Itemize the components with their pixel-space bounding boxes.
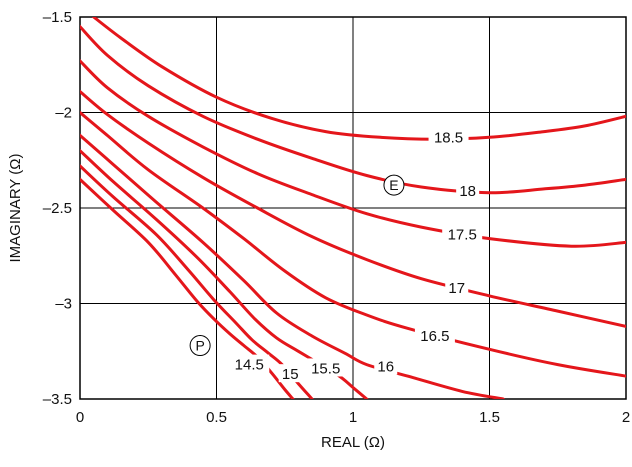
contour-label-bg-15.5 <box>305 358 346 377</box>
y-tick-label: –2.5 <box>43 200 72 217</box>
plot-frame <box>79 16 627 400</box>
contour-label-15: 15 <box>282 366 299 383</box>
contour-label-14.5: 14.5 <box>235 357 264 374</box>
contour-label-bg-18.5 <box>428 127 469 146</box>
contour-label-18.5: 18.5 <box>434 129 463 146</box>
marker-p-label: P <box>195 338 204 354</box>
contour-line-17.5 <box>80 59 626 248</box>
contour-label-bg-16 <box>374 356 398 375</box>
contour-line-15 <box>80 164 314 399</box>
y-tick-label: –3 <box>55 296 72 313</box>
contour-label-16: 16 <box>377 359 394 376</box>
y-axis-title: IMAGINARY (Ω) <box>7 153 24 262</box>
x-tick-label: 1.5 <box>479 409 500 426</box>
contour-line-14.5 <box>80 177 295 399</box>
x-axis-title: REAL (Ω) <box>321 434 385 451</box>
y-tick-label: –1.5 <box>43 9 72 26</box>
x-tick-label: 0 <box>76 409 84 426</box>
contour-line-18 <box>80 25 626 195</box>
contour-line-15.5 <box>80 149 369 399</box>
contour-label-bg-14.5 <box>229 354 270 373</box>
contour-label-bg-16.5 <box>414 325 455 344</box>
x-tick-label: 0.5 <box>206 409 227 426</box>
marker-e-label: E <box>389 177 398 193</box>
grid <box>79 16 627 400</box>
tick-labels: 0 0.5 1 1.5 2 –1.5 –2 –2.5 –3 –3.5 <box>43 9 630 426</box>
contour-label-16.5: 16.5 <box>420 328 449 345</box>
y-tick-label: –3.5 <box>43 391 72 408</box>
contour-label-bg-15 <box>278 364 302 383</box>
contour-line-18.5 <box>92 17 626 141</box>
contour-label-17: 17 <box>448 280 465 297</box>
y-tick-label: –2 <box>55 105 72 122</box>
contour-label-17.5: 17.5 <box>448 227 477 244</box>
marker-e-circle <box>383 174 405 196</box>
contour-lines <box>80 17 626 399</box>
contour-label-bg-18 <box>456 180 480 199</box>
contour-line-16 <box>80 133 505 399</box>
contour-label-18: 18 <box>459 183 476 200</box>
contour-line-16.5 <box>80 111 626 378</box>
contour-label-bg-17.5 <box>442 224 483 243</box>
x-tick-label: 2 <box>622 409 630 426</box>
contour-label-15.5: 15.5 <box>311 360 340 377</box>
contour-label-bg-17 <box>445 278 469 297</box>
markers: EP <box>189 174 405 357</box>
contour-labels: 18.5 18 17.5 17 16.5 16 15.5 15 14.5 <box>229 127 483 383</box>
contour-line-17 <box>80 90 626 328</box>
x-tick-label: 1 <box>349 409 357 426</box>
marker-p-circle <box>189 335 211 357</box>
